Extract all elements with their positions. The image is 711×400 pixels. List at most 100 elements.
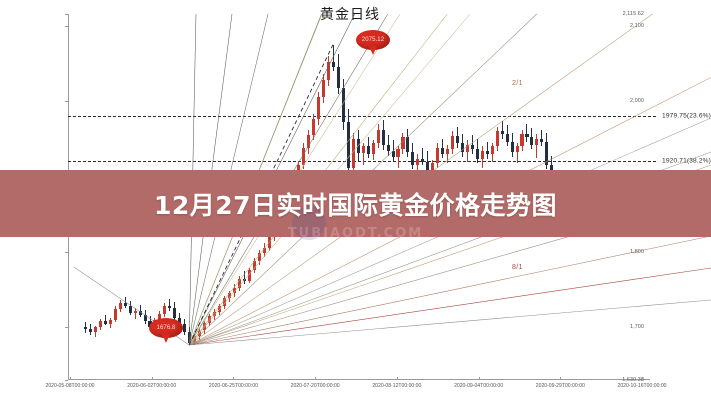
candle-body [465, 144, 469, 153]
x-tick-mark [396, 377, 398, 380]
candle-body [133, 310, 137, 314]
candlestick [138, 14, 142, 380]
candlestick [198, 14, 202, 380]
x-tick-mark [70, 377, 71, 380]
candle-wick [447, 144, 449, 164]
y-tick-mark [65, 380, 68, 381]
pivot-marker-swing-high: 2075.12 [356, 30, 390, 56]
x-tick-label: 2020-06-02T00:00:00 [127, 383, 177, 389]
x-tick-label: 2020-09-04T00:00:00 [454, 383, 504, 389]
candlestick [118, 14, 122, 380]
candlestick [540, 14, 544, 380]
candle-body [217, 305, 221, 312]
candlestick [113, 14, 117, 380]
candlestick [371, 14, 375, 380]
candle-wick [333, 44, 335, 72]
candle-body [143, 315, 147, 321]
y-tick-mark [65, 101, 68, 103]
candlestick [252, 14, 256, 380]
y-tick-label: 1,700 [630, 324, 644, 331]
candle-body [188, 332, 192, 343]
candlestick [183, 14, 187, 380]
candle-body [366, 146, 370, 154]
candlestick [193, 14, 197, 380]
candle-body [84, 327, 88, 329]
x-axis [68, 379, 650, 380]
candle-body [510, 141, 514, 153]
balloon-bubble-icon [356, 30, 390, 50]
candle-body [446, 149, 450, 154]
candle-body [520, 134, 524, 147]
fan-line [189, 267, 711, 346]
candle-body [183, 324, 187, 332]
candlestick [456, 14, 460, 380]
candle-body [505, 134, 509, 142]
candlestick [480, 14, 484, 380]
candle-body [138, 310, 142, 316]
candle-body [247, 270, 251, 281]
candle-body [227, 292, 231, 299]
candle-wick [169, 298, 171, 311]
candlestick [495, 14, 499, 380]
candle-body [93, 327, 97, 332]
candlestick [351, 14, 355, 380]
candle-body [535, 138, 539, 145]
candlestick [406, 14, 410, 380]
candle-body [436, 147, 440, 164]
candle-body [351, 138, 355, 168]
candlestick [222, 14, 226, 380]
candle-body [346, 122, 350, 168]
candle-body [490, 146, 494, 154]
y-tick-label: 1,630.38 [622, 377, 644, 383]
candle-body [212, 311, 217, 317]
candle-body [118, 302, 122, 310]
candle-body [480, 150, 484, 159]
candlestick [525, 14, 529, 380]
candle-body [475, 149, 479, 159]
candle-wick [516, 143, 518, 164]
candle-wick [417, 154, 419, 179]
candle-body [401, 137, 405, 150]
candlestick [307, 14, 311, 380]
candle-body [103, 321, 107, 324]
candle-body [336, 66, 341, 88]
candle-body [356, 138, 360, 154]
fib-level-line [68, 161, 656, 162]
candlestick [103, 14, 107, 380]
candle-body [371, 143, 375, 154]
candlestick [98, 14, 102, 380]
candle-body [307, 135, 311, 148]
y-tick-mark [65, 25, 68, 27]
fan-label-8-1: 8/1 [512, 264, 523, 271]
candle-body [327, 61, 331, 81]
candlestick [411, 14, 415, 380]
candle-body [525, 134, 529, 138]
overlay-headline: 12月27日实时国际黄金价格走势图 [153, 190, 558, 220]
candlestick [341, 14, 345, 380]
candle-body [108, 319, 112, 324]
x-tick-mark [642, 377, 643, 380]
candle-body [381, 129, 385, 145]
candlestick [475, 14, 479, 380]
candlestick [381, 14, 385, 380]
candle-wick [526, 123, 528, 142]
candle-wick [536, 134, 538, 158]
candlestick [168, 14, 172, 380]
candle-body [113, 309, 117, 320]
candle-body [128, 305, 132, 314]
candle-body [441, 147, 445, 154]
candle-wick [124, 296, 126, 308]
x-tick-mark [151, 377, 153, 380]
candle-body [168, 305, 172, 308]
candle-body [540, 138, 544, 142]
candlestick [446, 14, 450, 380]
candlestick [232, 14, 236, 380]
candlestick [426, 14, 430, 380]
x-tick-label: 2020-10-16T00:00:00 [617, 383, 667, 389]
candlestick [88, 14, 93, 380]
balloon-bubble-icon [149, 318, 183, 338]
candle-body [421, 158, 425, 162]
candle-body [317, 97, 321, 120]
candle-body [222, 298, 226, 306]
candle-body [158, 313, 162, 320]
